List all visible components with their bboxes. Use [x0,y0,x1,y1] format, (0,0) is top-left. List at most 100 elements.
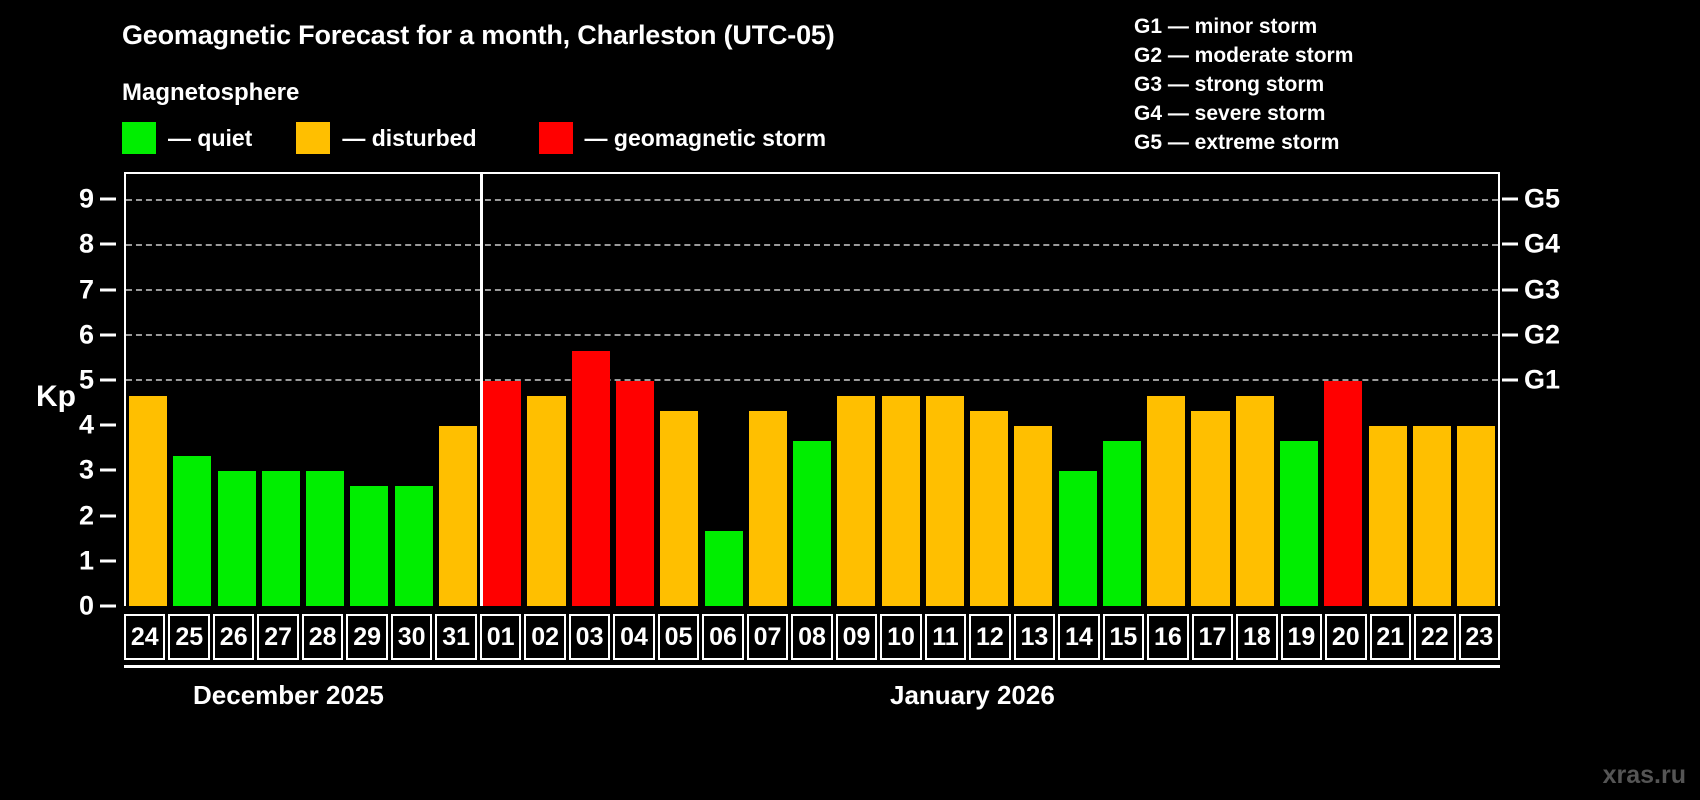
bar-14[interactable] [1058,471,1097,606]
day-label-17[interactable]: 17 [1191,614,1234,660]
day-label-01[interactable]: 01 [479,614,522,660]
bar-19[interactable] [1280,440,1319,606]
y-tick-label-8: 8 [78,228,94,259]
g-tick-mark-G5 [1502,197,1518,201]
bar-slot [1321,174,1365,606]
g-tick-mark-G4 [1502,242,1518,246]
bar-18[interactable] [1235,395,1274,606]
bar-slot [347,174,391,606]
bar-03[interactable] [571,350,610,606]
bar-slot [1100,174,1144,606]
y-axis: 0 1 2 3 4 5 6 7 8 9 [0,172,124,621]
bar-08[interactable] [793,440,832,606]
bar-16[interactable] [1147,395,1186,606]
day-label-16[interactable]: 16 [1147,614,1189,660]
bar-25[interactable] [173,456,212,606]
chart-plot-area [126,174,1498,606]
day-label-22[interactable]: 22 [1414,614,1456,660]
bar-27[interactable] [261,471,300,606]
bar-slot [524,174,568,606]
bar-slot [613,174,657,606]
legend-swatch-storm [538,122,573,154]
day-label-08[interactable]: 08 [791,614,833,660]
bar-slot [657,174,701,606]
day-label-25[interactable]: 25 [168,614,210,660]
day-label-07[interactable]: 07 [746,614,789,660]
day-label-10[interactable]: 10 [880,614,922,660]
y-tick-label-2: 2 [78,500,94,531]
bar-05[interactable] [660,411,699,606]
day-label-15[interactable]: 15 [1102,614,1145,660]
day-label-14[interactable]: 14 [1058,614,1100,660]
day-label-28[interactable]: 28 [301,614,344,660]
day-label-11[interactable]: 11 [924,614,967,660]
g-axis: G1 G2 G3 G4 G5 [1500,172,1700,606]
bar-09[interactable] [837,395,876,606]
bar-02[interactable] [527,395,566,606]
watermark: xras.ru [1602,761,1686,789]
day-label-03[interactable]: 03 [568,614,611,660]
day-label-29[interactable]: 29 [346,614,388,660]
bar-28[interactable] [306,471,345,606]
day-label-02[interactable]: 02 [524,614,566,660]
day-label-21[interactable]: 21 [1369,614,1412,660]
day-label-31[interactable]: 31 [435,614,477,660]
bar-29[interactable] [350,485,389,606]
bar-17[interactable] [1191,411,1230,606]
y-tick-mark-4 [100,423,116,427]
day-label-04[interactable]: 04 [613,614,655,660]
day-label-23[interactable]: 23 [1458,614,1501,660]
bar-22[interactable] [1412,426,1451,606]
bar-13[interactable] [1014,426,1053,606]
bar-31[interactable] [438,426,478,606]
day-label-09[interactable]: 09 [835,614,878,660]
day-label-20[interactable]: 20 [1325,614,1367,660]
bar-01[interactable] [483,381,522,606]
bar-06[interactable] [704,530,743,606]
bar-12[interactable] [970,411,1009,606]
day-label-18[interactable]: 18 [1236,614,1278,660]
g-scale-legend: G1 — minor storm G2 — moderate storm G3 … [1134,12,1353,157]
y-tick-label-6: 6 [78,319,94,350]
y-tick-label-4: 4 [78,409,94,440]
day-label-12[interactable]: 12 [969,614,1011,660]
bar-23[interactable] [1457,426,1496,606]
y-axis-title: Kp [36,380,76,413]
bar-26[interactable] [217,471,256,606]
day-label-19[interactable]: 19 [1280,614,1323,660]
day-label-05[interactable]: 05 [657,614,700,660]
bar-30[interactable] [394,485,433,606]
day-label-26[interactable]: 26 [212,614,255,660]
bar-24[interactable] [129,395,168,606]
g-scale-line-g2: G2 — moderate storm [1134,44,1354,67]
chart-plot-frame [124,172,1500,606]
day-label-27[interactable]: 27 [257,614,299,660]
bar-21[interactable] [1368,426,1407,606]
bar-slot [879,174,923,606]
gridline-kp-9 [126,199,1498,201]
bar-slot [1277,174,1321,606]
bar-10[interactable] [881,395,920,606]
day-label-06[interactable]: 06 [702,614,744,660]
day-label-30[interactable]: 30 [390,614,433,660]
bar-slot [1056,174,1100,606]
day-label-13[interactable]: 13 [1013,614,1056,660]
day-label-24[interactable]: 24 [124,614,166,660]
y-tick-label-3: 3 [78,454,94,485]
bar-07[interactable] [748,411,787,606]
y-tick-mark-6 [100,333,116,337]
bar-20[interactable] [1324,381,1363,606]
legend-item-quiet: — quiet [122,122,252,154]
bar-15[interactable] [1102,440,1141,606]
bar-04[interactable] [616,381,655,606]
day-label-row: 24 25 26 27 28 29 30 31 01 02 03 04 05 06 07 08 09 10 11 12… [124,614,1501,660]
month-label-january: January 2026 [890,680,1055,710]
bar-slot [215,174,259,606]
bar-slot [790,174,834,606]
bar-11[interactable] [925,395,964,606]
g-tick-label-G4: G4 [1524,228,1561,259]
y-tick-mark-2 [100,514,116,518]
legend-label-disturbed: — disturbed [342,124,477,151]
legend-label-quiet: — quiet [168,124,253,151]
y-tick-mark-8 [100,242,116,246]
